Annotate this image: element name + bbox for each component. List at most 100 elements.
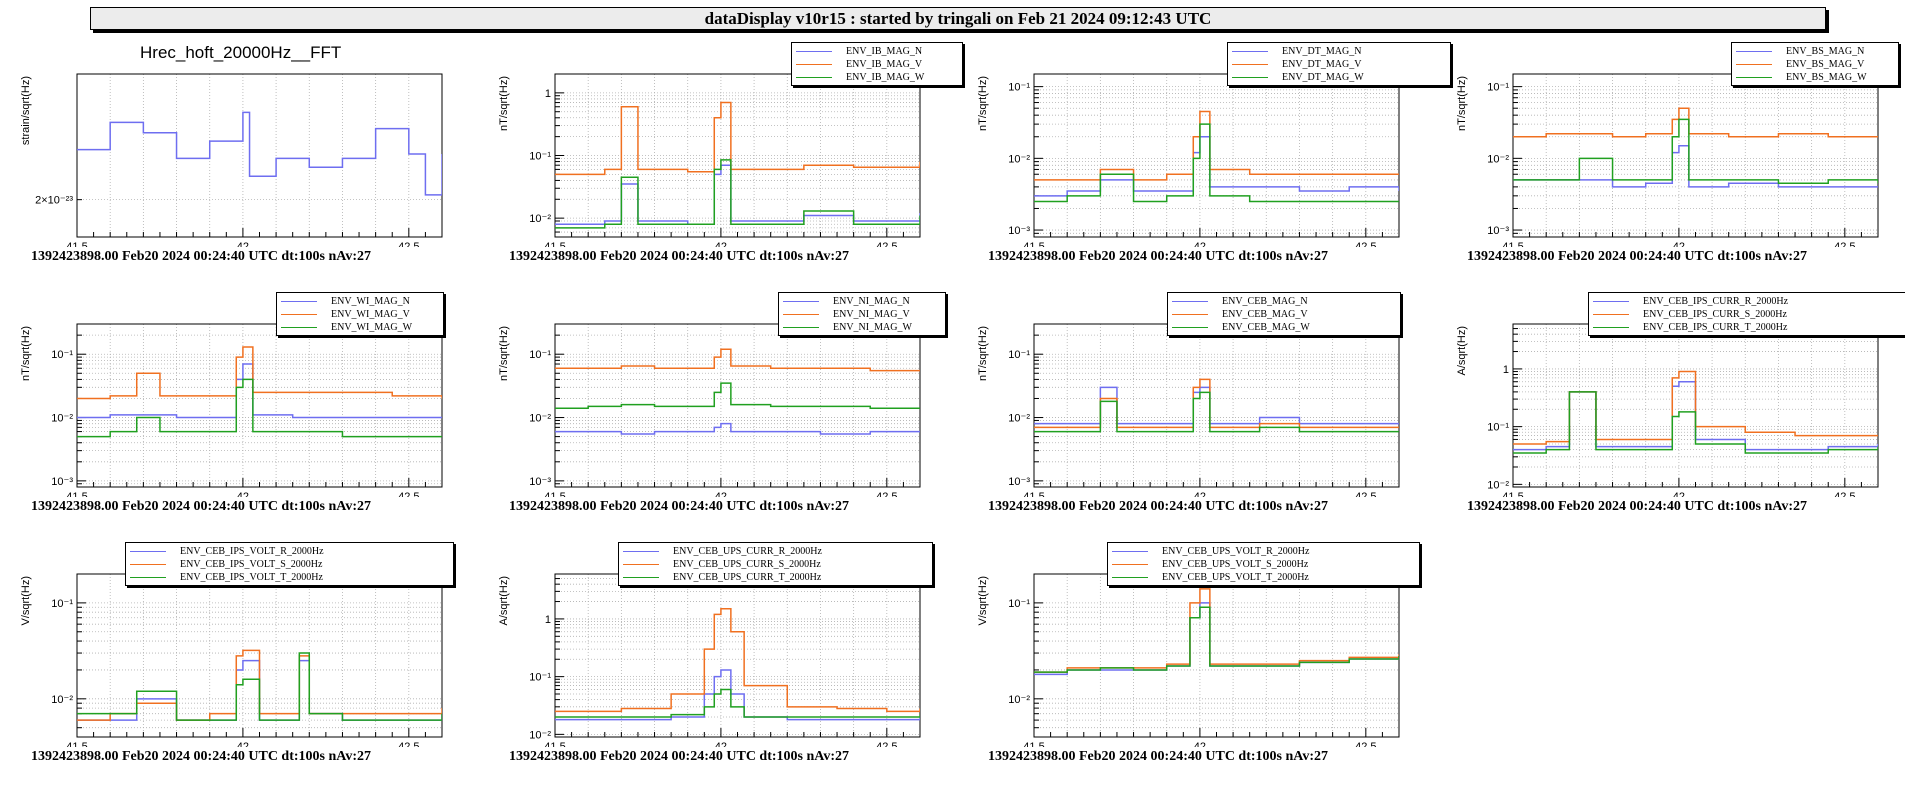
x-tick-label: 42.5: [876, 241, 897, 247]
legend-label: ENV_CEB_UPS_CURR_S_2000Hz: [673, 559, 821, 570]
series-line-1: [555, 101, 920, 176]
plot-area: [555, 574, 920, 737]
legend-swatch: [796, 51, 832, 52]
y-tick-label: 10⁻³: [1487, 225, 1509, 237]
y-axis-label: nT/sqrt(Hz): [977, 76, 989, 131]
legend-swatch: [1593, 327, 1629, 328]
legend-entry: ENV_CEB_IPS_VOLT_R_2000Hz: [130, 545, 449, 558]
chart-footer: 1392423898.00 Feb20 2024 00:24:40 UTC dt…: [31, 499, 372, 514]
legend-label: ENV_CEB_MAG_V: [1222, 309, 1308, 320]
series-line-2: [555, 382, 920, 410]
x-tick-label: 42: [1673, 491, 1685, 497]
series-line-2: [1034, 123, 1399, 203]
chart-footer: 1392423898.00 Feb20 2024 00:24:40 UTC dt…: [988, 749, 1329, 764]
chart-legend: ENV_IB_MAG_N ENV_IB_MAG_V ENV_IB_MAG_W: [791, 42, 963, 86]
chart-footer: 1392423898.00 Feb20 2024 00:24:40 UTC dt…: [988, 499, 1329, 514]
legend-swatch: [1232, 64, 1268, 65]
x-tick-label: 42.5: [1355, 741, 1376, 747]
legend-swatch: [1593, 301, 1629, 302]
y-tick-label: 10⁻¹: [1008, 349, 1030, 361]
legend-swatch: [623, 564, 659, 565]
y-tick-label: 10⁻²: [1008, 413, 1030, 425]
y-axis-label: nT/sqrt(Hz): [1456, 76, 1468, 131]
series-line-1: [555, 348, 920, 372]
legend-label: ENV_CEB_MAG_W: [1222, 322, 1310, 333]
legend-label: ENV_CEB_IPS_VOLT_T_2000Hz: [180, 572, 323, 583]
x-tick-label: 42: [237, 241, 249, 247]
y-tick-label: 10⁻²: [1008, 694, 1030, 706]
plot-frame: [554, 73, 921, 238]
plot-frame: [554, 323, 921, 488]
legend-entry: ENV_CEB_IPS_CURR_T_2000Hz: [1593, 321, 1905, 334]
y-tick-label: 10⁻²: [1008, 153, 1030, 165]
chart-footer: 1392423898.00 Feb20 2024 00:24:40 UTC dt…: [509, 499, 850, 514]
chart-footer: 1392423898.00 Feb20 2024 00:24:40 UTC dt…: [509, 749, 850, 764]
legend-swatch: [130, 551, 166, 552]
x-tick-label: 42: [1194, 241, 1206, 247]
legend-entry: ENV_WI_MAG_V: [281, 308, 439, 321]
y-tick-label: 10⁻²: [529, 413, 551, 425]
chart-panel-4: 41.54242.510⁻³10⁻²10⁻¹HznT/sqrt(Hz)ENV_W…: [0, 282, 475, 530]
legend-swatch: [130, 564, 166, 565]
legend-entry: ENV_BS_MAG_V: [1736, 58, 1894, 71]
x-tick-label: 42: [237, 491, 249, 497]
x-tick-label: 42.5: [398, 491, 419, 497]
chart-panel-9: 41.54242.510⁻²10⁻¹1HzA/sqrt(Hz)ENV_CEB_U…: [478, 532, 953, 780]
legend-label: ENV_CEB_IPS_VOLT_R_2000Hz: [180, 546, 324, 557]
x-tick-label: 41.5: [66, 741, 87, 747]
chart-footer: 1392423898.00 Feb20 2024 00:24:40 UTC dt…: [31, 749, 372, 764]
chart-legend: ENV_CEB_IPS_VOLT_R_2000Hz ENV_CEB_IPS_VOL…: [125, 542, 454, 586]
y-axis-label: nT/sqrt(Hz): [977, 326, 989, 381]
legend-label: ENV_CEB_IPS_CURR_T_2000Hz: [1643, 322, 1788, 333]
legend-entry: ENV_CEB_UPS_VOLT_R_2000Hz: [1112, 545, 1415, 558]
series-line-2: [555, 688, 920, 718]
chart-footer: 1392423898.00 Feb20 2024 00:24:40 UTC dt…: [31, 249, 372, 264]
legend-swatch: [1172, 314, 1208, 315]
chart-panel-8: 41.54242.510⁻²10⁻¹HzV/sqrt(Hz)ENV_CEB_IP…: [0, 532, 475, 780]
legend-label: ENV_CEB_UPS_CURR_T_2000Hz: [673, 572, 822, 583]
chart-legend: ENV_BS_MAG_N ENV_BS_MAG_V ENV_BS_MAG_W: [1731, 42, 1899, 86]
legend-swatch: [281, 327, 317, 328]
legend-swatch: [796, 64, 832, 65]
plot-area: [1034, 574, 1399, 737]
legend-entry: ENV_CEB_MAG_N: [1172, 295, 1396, 308]
legend-entry: ENV_CEB_IPS_VOLT_T_2000Hz: [130, 571, 449, 584]
legend-swatch: [1112, 551, 1148, 552]
y-tick-label: 2×10⁻²³: [35, 195, 73, 207]
x-tick-label: 42.5: [398, 241, 419, 247]
chart-legend: ENV_DT_MAG_N ENV_DT_MAG_V ENV_DT_MAG_W: [1227, 42, 1451, 86]
y-tick-label: 10⁻¹: [1008, 82, 1030, 94]
series-line-2: [555, 159, 920, 229]
x-tick-label: 42.5: [1834, 241, 1855, 247]
plot-area: [77, 74, 442, 237]
legend-label: ENV_DT_MAG_V: [1282, 59, 1362, 70]
chart-panel-2: 41.54242.510⁻³10⁻²10⁻¹HznT/sqrt(Hz)ENV_D…: [957, 32, 1451, 280]
chart-title: Hrec_hoft_20000Hz__FFT: [140, 43, 342, 62]
legend-swatch: [623, 551, 659, 552]
chart-panel-1: 41.54242.510⁻²10⁻¹1HznT/sqrt(Hz)ENV_IB_M…: [478, 32, 963, 280]
y-tick-label: 10⁻¹: [1008, 598, 1030, 610]
legend-label: ENV_CEB_UPS_VOLT_S_2000Hz: [1162, 559, 1309, 570]
y-tick-label: 10⁻³: [529, 476, 551, 488]
y-axis-label: V/sqrt(Hz): [20, 576, 32, 626]
legend-label: ENV_CEB_IPS_CURR_R_2000Hz: [1643, 296, 1789, 307]
x-tick-label: 42: [1194, 741, 1206, 747]
legend-label: ENV_CEB_IPS_CURR_S_2000Hz: [1643, 309, 1787, 320]
chart-panel-6: 41.54242.510⁻³10⁻²10⁻¹HznT/sqrt(Hz)ENV_C…: [957, 282, 1432, 530]
y-tick-label: 10⁻²: [529, 213, 551, 225]
legend-entry: ENV_IB_MAG_W: [796, 71, 958, 84]
y-tick-label: 10⁻¹: [1487, 82, 1509, 94]
legend-label: ENV_CEB_MAG_N: [1222, 296, 1308, 307]
y-tick-label: 1: [545, 614, 551, 626]
series-line-2: [77, 378, 442, 438]
legend-entry: ENV_CEB_MAG_W: [1172, 321, 1396, 334]
legend-label: ENV_DT_MAG_W: [1282, 72, 1364, 83]
legend-entry: ENV_DT_MAG_N: [1232, 45, 1446, 58]
legend-entry: ENV_DT_MAG_W: [1232, 71, 1446, 84]
legend-swatch: [1112, 564, 1148, 565]
legend-label: ENV_CEB_UPS_CURR_R_2000Hz: [673, 546, 822, 557]
